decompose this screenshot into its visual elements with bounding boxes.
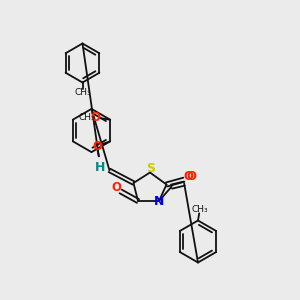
Text: O: O — [183, 169, 193, 183]
Text: N: N — [154, 195, 164, 208]
Text: O: O — [111, 181, 122, 194]
Text: O: O — [93, 140, 103, 153]
Text: O: O — [186, 170, 197, 184]
Text: CH₃: CH₃ — [191, 205, 208, 214]
Text: S: S — [146, 162, 155, 175]
Text: H: H — [95, 161, 106, 174]
Text: CH₃: CH₃ — [79, 113, 95, 122]
Text: CH₃: CH₃ — [74, 88, 91, 97]
Text: O: O — [91, 111, 101, 124]
